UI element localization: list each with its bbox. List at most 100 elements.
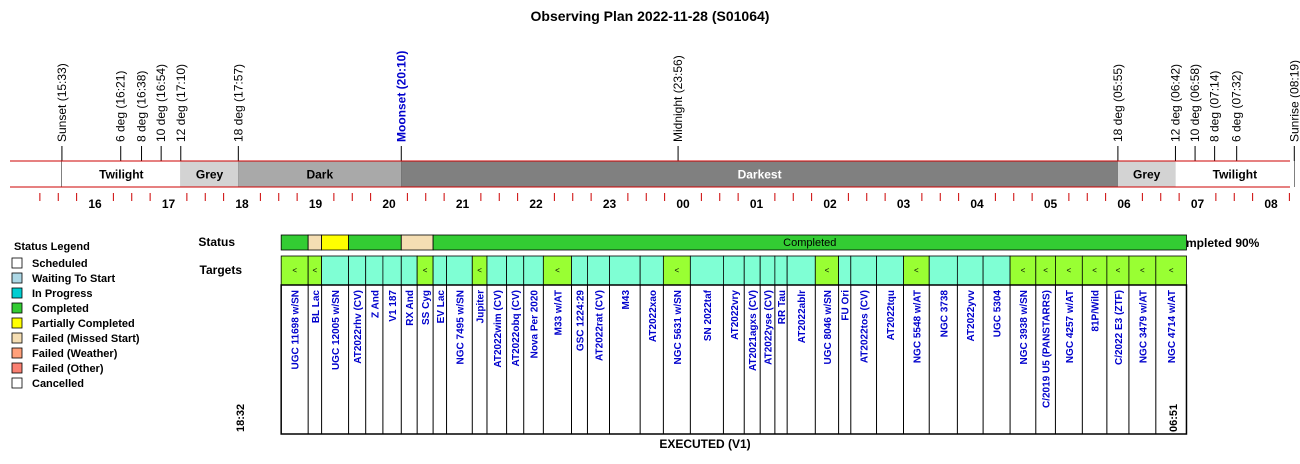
end-time-label: 06:51 xyxy=(1168,404,1180,432)
target-block xyxy=(348,255,367,286)
start-time-label: 18:32 xyxy=(235,404,247,432)
event-label: 8 deg (07:14) xyxy=(1208,71,1222,142)
executed-frame: 18:32 06:51 EXECUTED (V1) xyxy=(235,284,1188,451)
target-name: UGC 12005 w/SN xyxy=(331,290,342,370)
hour-label: 20 xyxy=(382,197,396,211)
period-band xyxy=(1175,161,1295,187)
target-marker: < xyxy=(1140,266,1145,275)
target-block xyxy=(1055,255,1083,286)
hour-label: 06 xyxy=(1117,197,1131,211)
period-band xyxy=(180,161,239,187)
target-marker: < xyxy=(825,266,830,275)
event-label: Moonset (20:10) xyxy=(394,51,408,142)
status-segment xyxy=(432,234,1187,251)
event-label: Midnight (23:56) xyxy=(671,55,685,142)
hour-label: 18 xyxy=(235,197,249,211)
target-marker: < xyxy=(914,266,919,275)
target-name: AT2022yse (CV) xyxy=(764,290,775,365)
target-block xyxy=(759,255,776,286)
target-name: C/2019 U5 (PANSTARRS) xyxy=(1042,290,1053,408)
target-name: AT2022vry xyxy=(730,290,741,340)
target-name: Z And xyxy=(370,290,381,318)
target-name: M43 xyxy=(621,290,632,310)
status-bar: Completed xyxy=(280,234,1187,251)
period-band xyxy=(1117,161,1176,187)
event-label: 6 deg (16:21) xyxy=(114,71,128,142)
target-name: NGC 5631 w/SN xyxy=(673,290,684,364)
status-segment-label: Completed xyxy=(783,237,836,249)
target-block xyxy=(486,255,507,286)
targets-row-label: Targets xyxy=(200,263,243,277)
target-block xyxy=(365,255,384,286)
target-marker: < xyxy=(292,266,297,275)
hour-label: 07 xyxy=(1191,197,1205,211)
target-name: AT2022obq (CV) xyxy=(511,290,522,367)
status-segment xyxy=(348,234,402,251)
period-label: Grey xyxy=(196,168,224,182)
hour-label: 00 xyxy=(676,197,690,211)
target-name: AT2022rat (CV) xyxy=(594,290,605,361)
legend-swatch xyxy=(11,302,23,314)
target-marker: < xyxy=(555,266,560,275)
event-label: 6 deg (07:32) xyxy=(1230,71,1244,142)
target-block xyxy=(774,255,788,286)
target-block xyxy=(400,255,418,286)
event-label: 12 deg (17:10) xyxy=(174,64,188,142)
target-name: SS Cyg xyxy=(421,290,432,325)
legend-label: Scheduled xyxy=(32,258,88,270)
target-name: AT2022rhv (CV) xyxy=(353,290,364,364)
target-block xyxy=(382,255,402,286)
target-name: AT2021agxs (CV) xyxy=(748,290,759,371)
period-label: Dark xyxy=(306,168,333,182)
legend-title: Status Legend xyxy=(14,241,90,253)
target-name: NGC 3738 xyxy=(939,290,950,338)
target-name: V1 187 xyxy=(388,290,399,322)
target-name: 81P/Wild xyxy=(1091,290,1102,332)
target-block xyxy=(982,255,1011,286)
event-label: 8 deg (16:38) xyxy=(135,71,149,142)
target-block xyxy=(723,255,745,286)
hour-label: 21 xyxy=(456,197,470,211)
hour-label: 23 xyxy=(603,197,617,211)
legend-swatch xyxy=(11,317,23,329)
target-name: AT2022xao xyxy=(648,290,659,342)
hour-label: 19 xyxy=(309,197,323,211)
target-name: AT2022ablr xyxy=(797,290,808,343)
hour-label: 08 xyxy=(1264,197,1278,211)
target-name: EV Lac xyxy=(436,290,447,324)
hour-label: 03 xyxy=(897,197,911,211)
target-name: NGC 3938 w/SN xyxy=(1019,290,1030,364)
target-block xyxy=(903,255,930,286)
target-block xyxy=(743,255,761,286)
target-marker: < xyxy=(1092,266,1097,275)
twilight-events: Sunset (15:33) 6 deg (16:21) 8 deg (16:38)… xyxy=(55,51,1300,187)
target-name: NGC 7495 w/SN xyxy=(455,290,466,364)
legend-label: In Progress xyxy=(32,288,93,300)
legend-swatch xyxy=(11,272,23,284)
event-label: Sunrise (08:19) xyxy=(1287,60,1300,142)
status-segment xyxy=(321,234,349,251)
hour-label: 04 xyxy=(970,197,984,211)
target-block xyxy=(956,255,984,286)
target-block xyxy=(838,255,852,286)
target-block xyxy=(876,255,904,286)
event-label: 18 deg (05:55) xyxy=(1111,64,1125,142)
legend-label: Failed (Weather) xyxy=(32,348,118,360)
period-band xyxy=(238,161,402,187)
target-marker: < xyxy=(1169,266,1174,275)
target-name: RX And xyxy=(405,290,416,326)
event-label: 12 deg (06:42) xyxy=(1168,64,1182,142)
hour-label: 05 xyxy=(1044,197,1058,211)
target-block xyxy=(321,255,349,286)
legend-swatch xyxy=(11,332,23,344)
plan-rows: Status Targets Completed 90% xyxy=(198,235,1259,277)
target-name: NGC 4257 w/AT xyxy=(1065,290,1076,363)
target-marker: < xyxy=(477,266,482,275)
target-block xyxy=(523,255,544,286)
legend-label: Completed xyxy=(32,303,89,315)
legend-swatch xyxy=(11,287,23,299)
target-block xyxy=(280,255,309,286)
footer-label: EXECUTED (V1) xyxy=(659,437,750,451)
target-name: BL Lac xyxy=(311,290,322,324)
target-block xyxy=(609,255,641,286)
